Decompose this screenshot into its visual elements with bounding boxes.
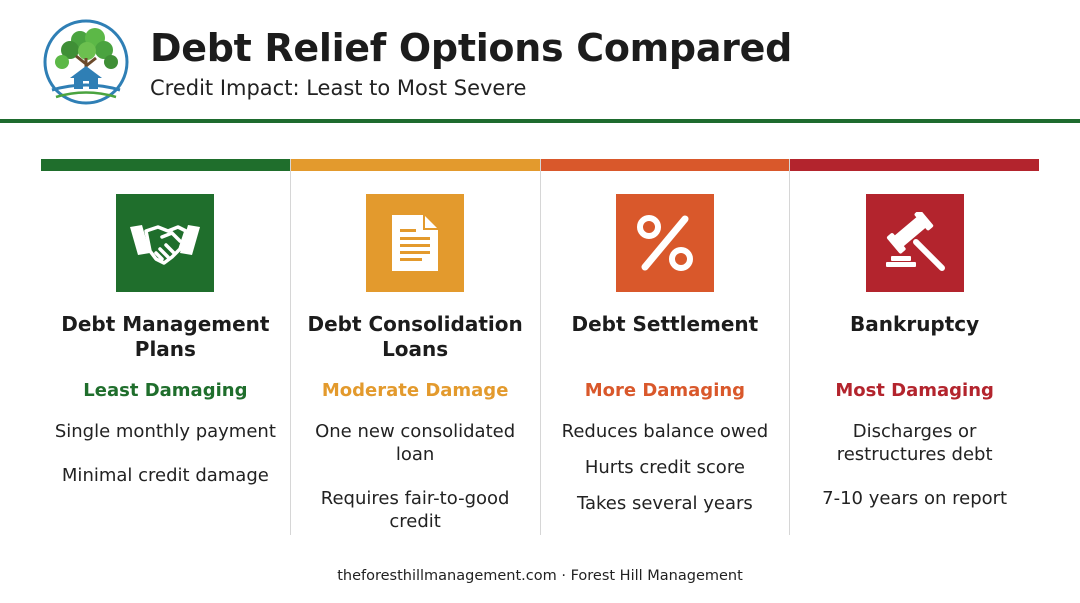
document-icon — [392, 215, 439, 271]
icon-tile — [615, 194, 714, 292]
handshake-icon — [130, 225, 201, 265]
key-point: Hurts credit score — [584, 457, 745, 478]
key-point: Minimal credit damage — [61, 465, 269, 486]
header-divider — [0, 119, 1080, 123]
key-points: Single monthly payment Minimal credit da… — [47, 420, 284, 500]
option-column-debt-consolidation: Debt Consolidation Loans Moderate Damage… — [289, 159, 540, 535]
percent-icon — [636, 215, 693, 271]
key-points: One new consolidated loan Requires fair-… — [297, 420, 534, 546]
key-point: 7-10 years on report — [822, 488, 1008, 509]
option-column-debt-management: Debt Management Plans Least Damaging Sin… — [41, 159, 290, 535]
option-column-bankruptcy: Bankruptcy Most Damaging Discharges or r… — [789, 159, 1039, 535]
option-title: Debt Consolidation Loans — [307, 312, 523, 361]
icon-tile — [116, 194, 215, 292]
key-point: One new consolidated loan — [315, 421, 516, 465]
severity-bar — [290, 159, 540, 171]
icon-tile — [366, 194, 465, 292]
severity-bar — [540, 159, 790, 171]
damage-rating: More Damaging — [584, 380, 746, 401]
forest-hill-logo — [43, 19, 129, 105]
severity-bar — [790, 159, 1039, 171]
key-point: Single monthly payment — [54, 421, 276, 442]
option-column-debt-settlement: Debt Settlement More Damaging Reduces ba… — [539, 159, 790, 535]
key-point: Reduces balance owed — [561, 421, 769, 442]
option-title: Debt Settlement — [571, 312, 759, 336]
option-title: Debt Management Plans — [61, 312, 270, 361]
key-points: Reduces balance owed Hurts credit score … — [547, 420, 784, 528]
severity-bar — [41, 159, 290, 171]
header: Debt Relief Options Compared Credit Impa… — [0, 0, 1080, 124]
option-title: Bankruptcy — [850, 312, 980, 336]
page-title: Debt Relief Options Compared — [150, 26, 792, 70]
key-point: Takes several years — [576, 493, 753, 514]
key-point: Discharges or restructures debt — [836, 421, 993, 465]
key-points: Discharges or restructures debt 7-10 yea… — [796, 420, 1033, 523]
page-subtitle: Credit Impact: Least to Most Severe — [150, 76, 527, 100]
damage-rating: Most Damaging — [835, 380, 994, 401]
options-comparison: Debt Management Plans Least Damaging Sin… — [41, 159, 1039, 535]
damage-rating: Least Damaging — [83, 380, 248, 401]
gavel-icon — [885, 212, 945, 271]
icon-tile — [865, 194, 964, 292]
footer-credit: theforesthillmanagement.com · Forest Hil… — [337, 568, 743, 584]
key-point: Requires fair-to-good credit — [320, 488, 510, 532]
damage-rating: Moderate Damage — [321, 380, 509, 401]
